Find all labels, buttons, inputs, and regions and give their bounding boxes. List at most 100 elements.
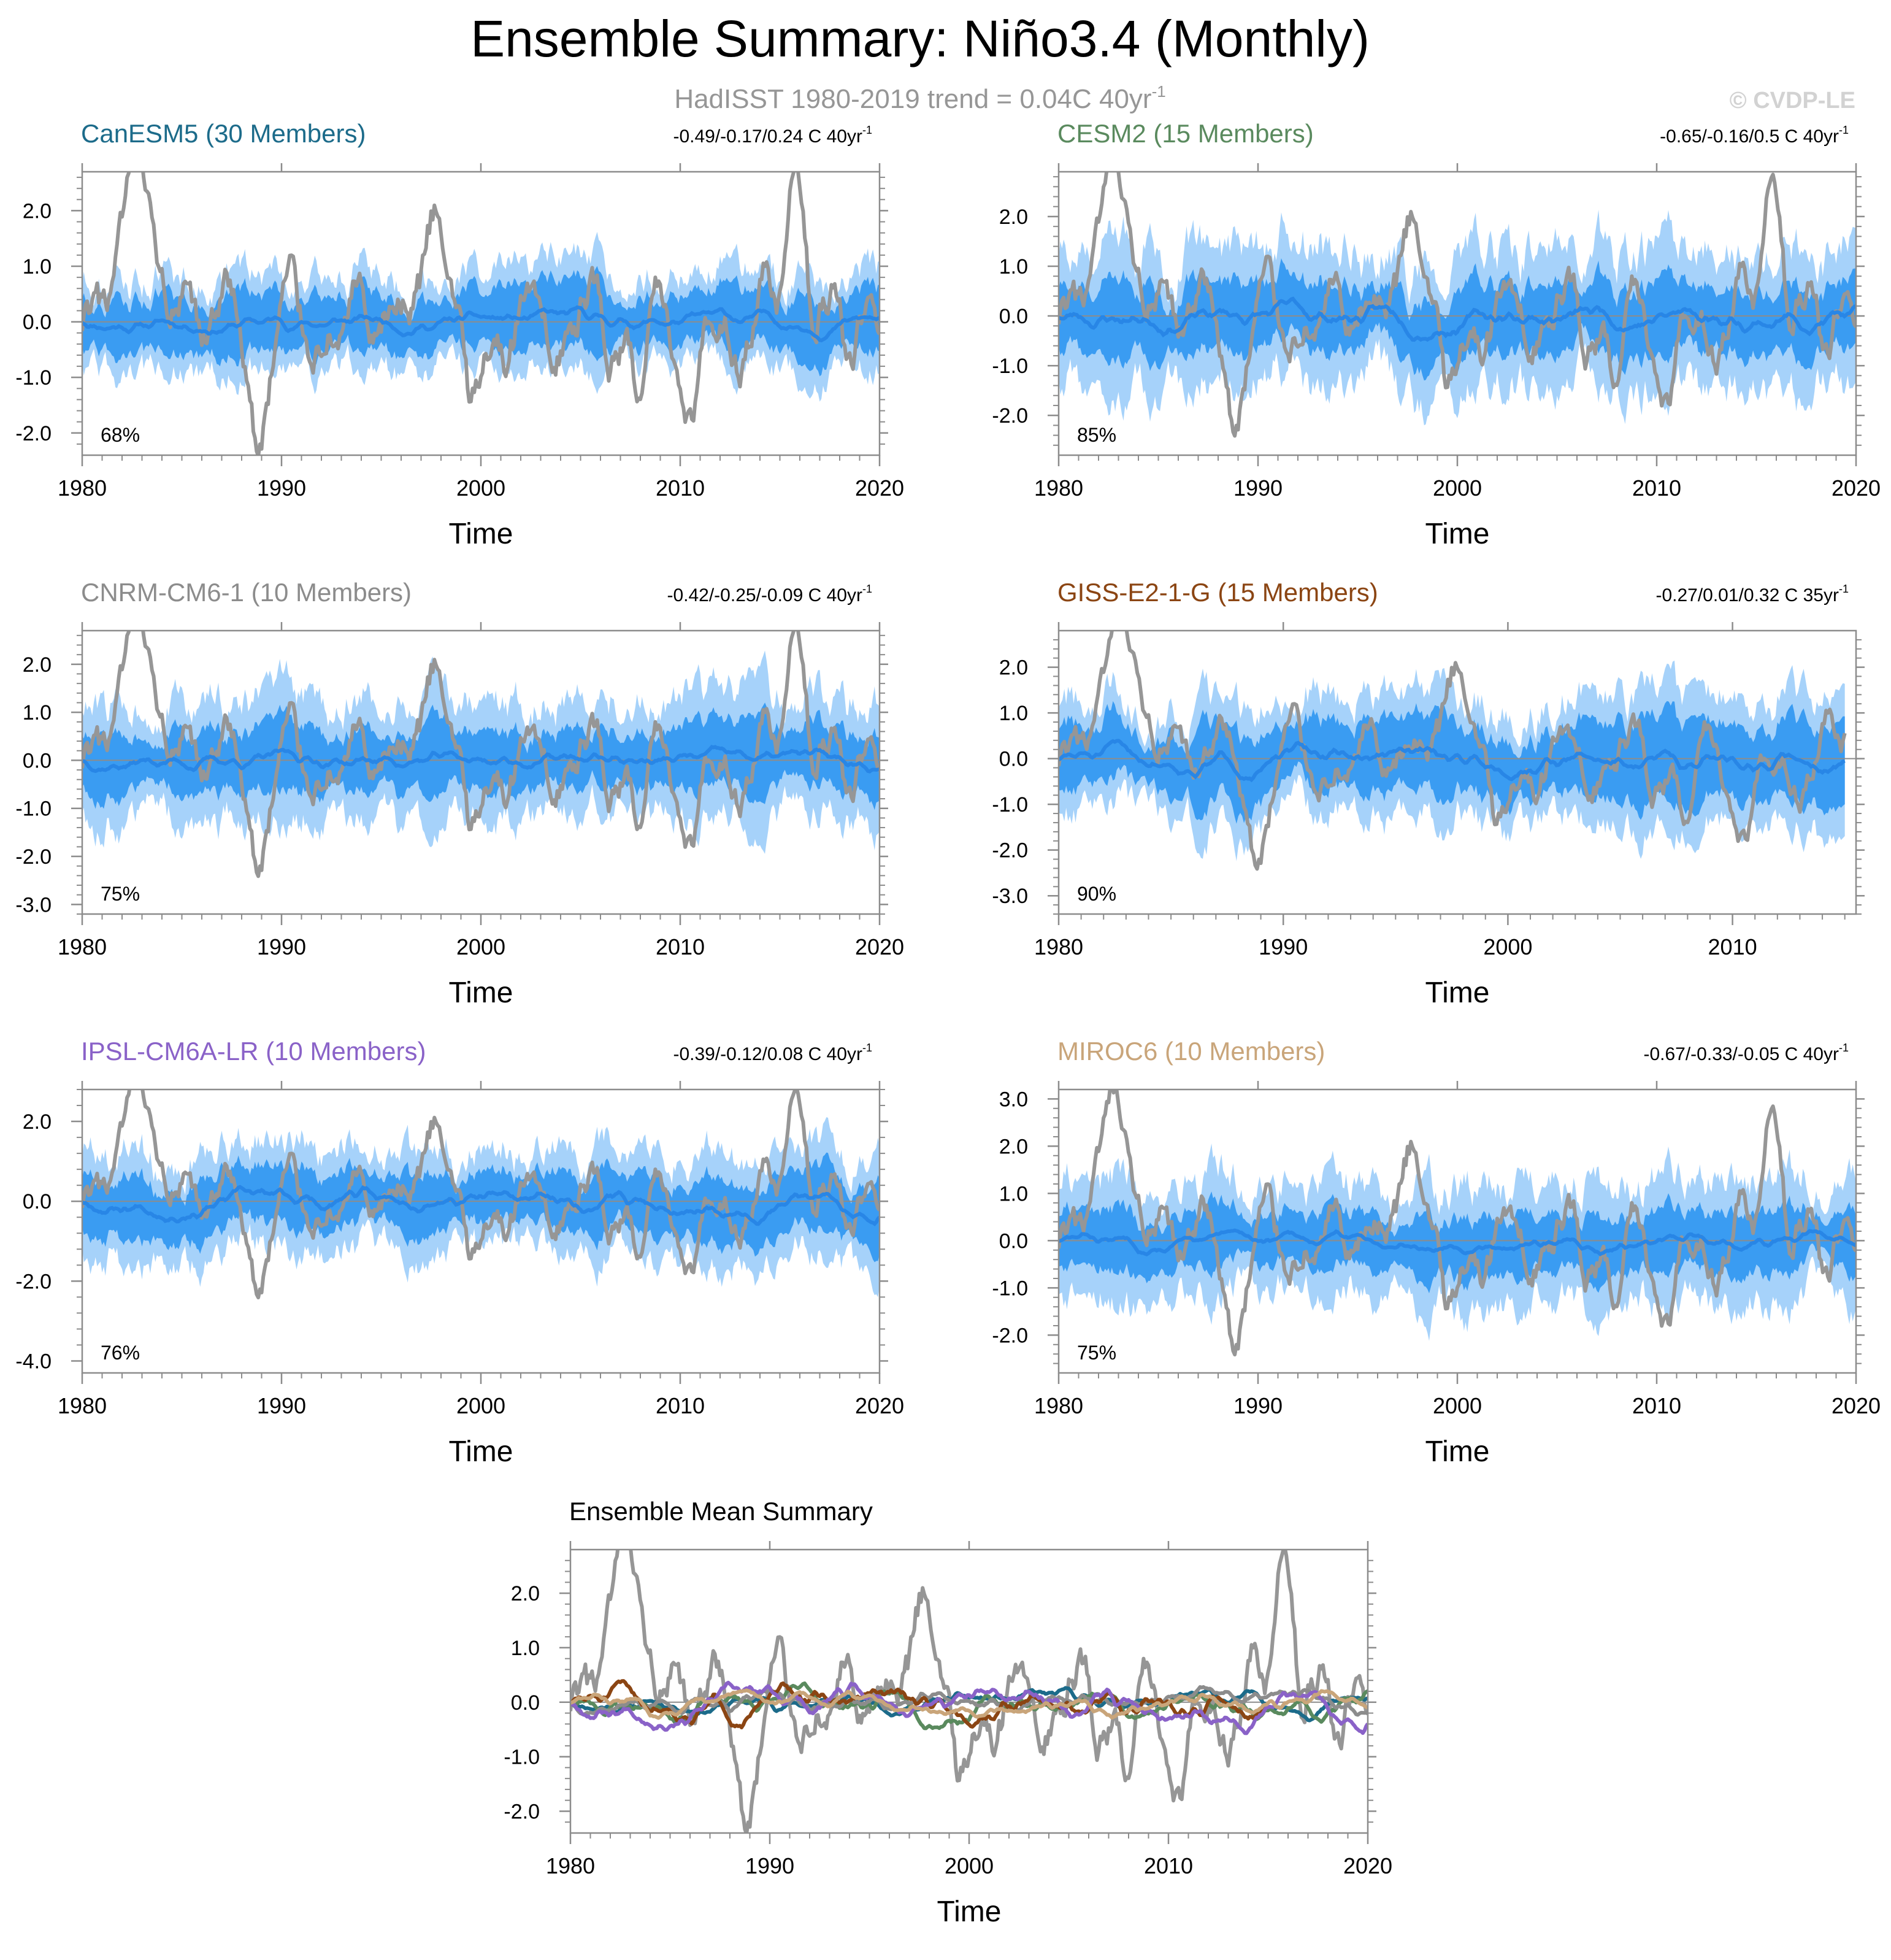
x-tick-label: 1980 xyxy=(1034,934,1083,959)
series-giss-e2-1-g xyxy=(570,1679,1269,1729)
y-tick-label: 0.0 xyxy=(23,749,52,772)
x-tick-label: 2020 xyxy=(1832,1393,1881,1418)
x-tick-label: 2000 xyxy=(1483,934,1532,959)
plot-area xyxy=(82,1090,880,1300)
y-tick-label: 2.0 xyxy=(999,1135,1028,1158)
y-tick-label: -2.0 xyxy=(15,845,52,869)
x-tick-label: 2020 xyxy=(1343,1853,1392,1878)
y-tick-label: -1.0 xyxy=(15,366,52,390)
x-tick-label: 1990 xyxy=(745,1853,794,1878)
panel-cesm2: 85% -0.65/-0.16/0.5 C 40yr-1 CESM2 (15 Mem… xyxy=(992,119,1881,550)
x-tick-label: 2000 xyxy=(456,1393,505,1418)
series-ipsl-cm6a-lr xyxy=(570,1680,1368,1735)
trend-text: -0.27/0.01/0.32 C 35yr-1 xyxy=(1655,583,1849,605)
panel-canesm5: 68% -0.49/-0.17/0.24 C 40yr-1 CanESM5 (30 … xyxy=(15,119,904,550)
trend-text: -0.67/-0.33/-0.05 C 40yr-1 xyxy=(1643,1042,1849,1064)
x-tick-label: 1980 xyxy=(546,1853,595,1878)
panel-miroc6: 75% -0.67/-0.33/-0.05 C 40yr-1 MIROC6 (10 … xyxy=(992,1037,1881,1468)
plot-area xyxy=(570,1550,1368,1833)
y-tick-label: 2.0 xyxy=(23,653,52,677)
x-axis-label: Time xyxy=(449,977,513,1009)
x-tick-label: 1990 xyxy=(257,1393,306,1418)
y-tick-label: 2.0 xyxy=(23,1110,52,1134)
panel-title: CanESM5 (30 Members) xyxy=(81,119,366,148)
y-tick-label: -1.0 xyxy=(15,797,52,821)
plot-area xyxy=(1059,631,1856,871)
x-tick-label: 2000 xyxy=(1433,1393,1482,1418)
panel-title: CESM2 (15 Members) xyxy=(1057,119,1314,148)
x-tick-label: 1990 xyxy=(257,934,306,959)
ensemble-mean-line xyxy=(1059,1228,1856,1257)
x-tick-label: 2000 xyxy=(1433,475,1482,501)
x-tick-label: 2020 xyxy=(855,1393,904,1418)
ensemble-mean-line xyxy=(82,745,880,774)
x-tick-label: 1980 xyxy=(1034,475,1083,501)
x-axis-label: Time xyxy=(937,1896,1002,1928)
panel-title: MIROC6 (10 Members) xyxy=(1057,1037,1325,1066)
x-tick-label: 1990 xyxy=(257,475,306,501)
plot-area xyxy=(1059,1090,1856,1357)
y-tick-label: 1.0 xyxy=(23,701,52,724)
percent-label: 85% xyxy=(1077,424,1116,446)
y-tick-label: 1.0 xyxy=(999,1182,1028,1205)
y-tick-label: 0.0 xyxy=(511,1691,540,1715)
x-tick-label: 2010 xyxy=(1632,475,1681,501)
x-tick-label: 2010 xyxy=(1144,1853,1193,1878)
x-axis-label: Time xyxy=(449,1435,513,1468)
y-tick-label: -1.0 xyxy=(504,1746,540,1769)
ensemble-mean-line xyxy=(82,305,880,343)
trend-text: -0.42/-0.25/-0.09 C 40yr-1 xyxy=(667,583,872,605)
y-tick-label: 0.0 xyxy=(999,1229,1028,1253)
y-tick-label: -1.0 xyxy=(992,1277,1028,1300)
trend-text: -0.65/-0.16/0.5 C 40yr-1 xyxy=(1660,124,1849,147)
x-tick-label: 2000 xyxy=(456,475,505,501)
x-tick-label: 1990 xyxy=(1233,1393,1283,1418)
ensemble-mean-line xyxy=(1059,296,1856,342)
y-tick-label: -2.0 xyxy=(992,404,1028,428)
y-tick-label: -2.0 xyxy=(504,1800,540,1823)
panel-title: IPSL-CM6A-LR (10 Members) xyxy=(81,1037,426,1066)
subtitle-text: HadISST 1980-2019 trend = 0.04C 40yr xyxy=(674,84,1151,114)
y-tick-label: -2.0 xyxy=(15,422,52,445)
x-tick-label: 2000 xyxy=(456,934,505,959)
panel-cnrm-cm6-1: 75% -0.42/-0.25/-0.09 C 40yr-1 CNRM-CM6-1 … xyxy=(15,578,904,1009)
y-tick-label: 2.0 xyxy=(999,656,1028,680)
figure-subtitle: HadISST 1980-2019 trend = 0.04C 40yr-1 xyxy=(674,82,1165,114)
x-tick-label: 1980 xyxy=(1034,1393,1083,1418)
percent-label: 90% xyxy=(1077,883,1116,905)
panel-ensemble-mean-summary: Ensemble Mean Summary 1980 1990 2000 2010 202… xyxy=(504,1497,1392,1928)
panel-title: Ensemble Mean Summary xyxy=(569,1497,873,1526)
x-tick-label: 1980 xyxy=(58,934,107,959)
y-tick-label: -1.0 xyxy=(992,793,1028,817)
ensemble-mean-line xyxy=(1059,739,1846,783)
y-tick-label: -2.0 xyxy=(992,1324,1028,1347)
percent-label: 75% xyxy=(101,883,140,905)
y-tick-label: -4.0 xyxy=(15,1350,52,1373)
y-tick-label: 1.0 xyxy=(999,702,1028,725)
panel-title: GISS-E2-1-G (15 Members) xyxy=(1057,578,1378,607)
y-tick-label: 2.0 xyxy=(999,206,1028,229)
plot-area xyxy=(82,631,880,878)
y-tick-label: 0.0 xyxy=(23,1190,52,1213)
x-tick-label: 2010 xyxy=(1708,934,1757,959)
y-tick-label: 3.0 xyxy=(999,1088,1028,1111)
panel-giss-e2-1-g: 90% -0.27/0.01/0.32 C 35yr-1 GISS-E2-1-G (… xyxy=(992,578,1865,1009)
y-tick-label: -3.0 xyxy=(992,885,1028,908)
x-tick-label: 2010 xyxy=(656,475,705,501)
y-tick-label: 1.0 xyxy=(999,255,1028,279)
plot-area xyxy=(1059,172,1856,438)
x-tick-label: 2020 xyxy=(855,475,904,501)
series-hadisst xyxy=(570,1550,1368,1833)
x-axis-label: Time xyxy=(449,518,513,550)
x-tick-label: 2010 xyxy=(656,1393,705,1418)
figure-title: Ensemble Summary: Niño3.4 (Monthly) xyxy=(470,10,1370,67)
trend-text: -0.49/-0.17/0.24 C 40yr-1 xyxy=(673,124,872,147)
watermark: © CVDP-LE xyxy=(1730,88,1855,113)
x-axis-label: Time xyxy=(1425,977,1490,1009)
y-tick-label: -2.0 xyxy=(15,1270,52,1293)
ensemble-mean-line xyxy=(82,1185,880,1226)
y-tick-label: 1.0 xyxy=(23,255,52,279)
series-miroc6 xyxy=(570,1688,1368,1720)
x-tick-label: 1980 xyxy=(58,1393,107,1418)
